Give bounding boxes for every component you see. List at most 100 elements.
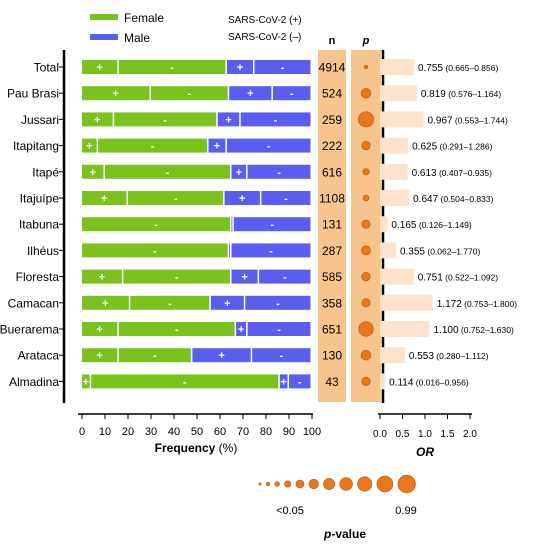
pvalue-title-italic: p bbox=[323, 527, 331, 541]
or-value-label: 0.647 (0.504–0.833) bbox=[413, 194, 493, 205]
segment-mark: - bbox=[298, 376, 302, 388]
bar-segment bbox=[82, 295, 129, 310]
p-value-dot bbox=[361, 219, 371, 229]
category-label: Floresta bbox=[16, 270, 60, 284]
bar-segment bbox=[82, 269, 122, 284]
or-tick-label: 1.5 bbox=[441, 429, 455, 440]
or-bar bbox=[380, 59, 414, 75]
or-ci: (0.576–1.164) bbox=[446, 89, 501, 99]
or-value-label: 0.114 (0.016–0.956) bbox=[389, 377, 469, 388]
bar-segment bbox=[82, 86, 150, 101]
segment-mark: - bbox=[270, 219, 274, 231]
n-value: 130 bbox=[322, 349, 342, 363]
bar-segment bbox=[208, 138, 226, 153]
or-value-label: 0.751 (0.522–1.092) bbox=[418, 273, 498, 284]
segment-mark: + bbox=[96, 62, 102, 74]
bar-segment bbox=[279, 374, 288, 389]
or-estimate: 0.165 bbox=[391, 220, 416, 231]
or-value-label: 0.165 (0.126–1.149) bbox=[391, 220, 471, 231]
bar-segment bbox=[224, 191, 260, 205]
or-bar bbox=[380, 268, 414, 285]
or-bar bbox=[380, 163, 408, 180]
or-bar bbox=[380, 294, 433, 311]
frequency-axis-title-main: Frequency bbox=[155, 441, 216, 455]
pvalue-title: p-value bbox=[323, 527, 366, 541]
category-label: Arataca bbox=[18, 349, 60, 363]
or-ci: (0.553–1.744) bbox=[453, 115, 508, 125]
segment-mark: - bbox=[170, 62, 174, 74]
bar-segment bbox=[82, 374, 90, 389]
pvalue-high-label: 0.99 bbox=[395, 505, 416, 517]
bar-segment bbox=[254, 60, 311, 74]
p-value-dot bbox=[362, 168, 370, 176]
or-estimate: 0.613 bbox=[412, 168, 437, 179]
bar-segment bbox=[82, 164, 104, 179]
p-value-dot bbox=[361, 272, 371, 282]
segment-mark: - bbox=[153, 350, 157, 362]
bar-segment bbox=[82, 138, 97, 153]
n-value: 1108 bbox=[319, 192, 345, 206]
segment-mark: + bbox=[99, 272, 105, 284]
n-value: 222 bbox=[322, 139, 342, 153]
segment-mark: + bbox=[101, 193, 107, 205]
p-value-dot bbox=[361, 245, 371, 256]
or-ci: (0.291–1.286) bbox=[437, 142, 492, 152]
segment-mark: + bbox=[247, 88, 253, 100]
p-value-dot bbox=[362, 194, 370, 202]
plot-area: Total + - + -4914 0.755 (0.665–0.856)Pau Bras… bbox=[0, 59, 517, 440]
segment-mark: - bbox=[276, 298, 280, 310]
or-ci: (0.665–0.856) bbox=[443, 63, 498, 73]
frequency-tick-label: 50 bbox=[191, 426, 203, 438]
or-ci: (0.126–1.149) bbox=[416, 220, 471, 230]
pvalue-scale-dot bbox=[397, 474, 416, 494]
bar-segment bbox=[82, 112, 113, 127]
bar-segment bbox=[98, 138, 207, 153]
bar-segment bbox=[289, 374, 311, 389]
or-bar bbox=[380, 373, 386, 390]
bar-segment bbox=[91, 374, 279, 389]
legend-positive-label: SARS-CoV-2 (+) bbox=[228, 15, 302, 26]
pvalue-scale-dot bbox=[258, 482, 262, 486]
frequency-axis-title: Frequency (%) bbox=[155, 441, 238, 455]
bar-segment bbox=[226, 60, 253, 74]
segment-mark: - bbox=[154, 219, 158, 231]
n-value: 4914 bbox=[319, 61, 346, 75]
or-bar bbox=[380, 242, 396, 259]
legend-male-label: Male bbox=[124, 31, 150, 45]
bar-segment bbox=[128, 191, 224, 205]
bar-segment bbox=[233, 217, 311, 232]
n-value: 131 bbox=[322, 218, 342, 232]
p-value-dot bbox=[363, 64, 369, 70]
segment-mark: - bbox=[284, 193, 288, 205]
bar-segment bbox=[118, 60, 226, 74]
pvalue-scale-dot bbox=[376, 475, 394, 493]
segment-mark: - bbox=[166, 167, 170, 179]
category-label: Total bbox=[34, 61, 59, 75]
or-tick-label: 0.0 bbox=[373, 429, 387, 440]
segment-mark: - bbox=[153, 245, 157, 257]
segment-mark: - bbox=[277, 167, 281, 179]
category-label: Camacan bbox=[8, 296, 59, 310]
n-value: 616 bbox=[322, 165, 342, 179]
segment-mark: + bbox=[94, 114, 100, 126]
category-label: Itajuípe bbox=[20, 192, 60, 206]
segment-mark: + bbox=[225, 114, 231, 126]
bar-segment bbox=[231, 217, 233, 232]
bar-segment bbox=[217, 112, 240, 127]
frequency-tick-label: 30 bbox=[145, 426, 157, 438]
or-value-label: 1.172 (0.753–1.800) bbox=[437, 299, 517, 310]
pvalue-size-legend bbox=[258, 474, 416, 494]
bar-segment bbox=[130, 295, 210, 310]
bar-segment bbox=[118, 348, 191, 363]
segment-mark: - bbox=[188, 88, 192, 100]
or-bar bbox=[380, 85, 417, 102]
legend-female-label: Female bbox=[124, 11, 164, 25]
segment-mark: - bbox=[267, 141, 271, 153]
n-value: 524 bbox=[322, 87, 342, 101]
segment-mark: + bbox=[86, 141, 92, 153]
p-value-dot bbox=[361, 298, 371, 308]
category-label: Itabuna bbox=[19, 218, 59, 232]
or-estimate: 0.967 bbox=[428, 115, 453, 126]
or-bar bbox=[380, 321, 430, 337]
segment-mark: - bbox=[281, 62, 285, 74]
